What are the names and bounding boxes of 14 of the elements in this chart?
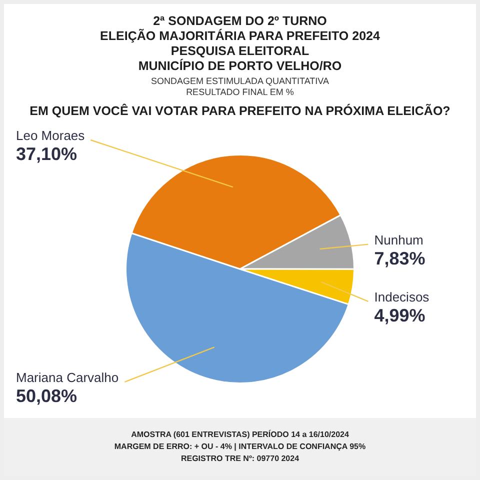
- data-label: 4,99%: [374, 305, 426, 326]
- chart-subtitle: SONDAGEM ESTIMULADA QUANTITATIVA RESULTADO FINAL EM %: [150, 76, 330, 98]
- chart-title: 2ª SONDAGEM DO 2º TURNO ELEIÇÃO MAJORITÁRIA PARA PREFEITO 2024 PESQUISA ELEITORAL MUNICÍPIO DE PORTO VELHO/RO: [99, 14, 381, 74]
- data-label: 50,08%: [16, 386, 78, 406]
- slice-label: Mariana Carvalho: [16, 370, 119, 386]
- data-label: 7,83%: [374, 248, 426, 268]
- slice-label: Indecisos: [374, 289, 430, 304]
- text: EM QUEM VOCÊ VAI VOTAR PARA PREFEITO NA PRÓXIMA ELEICÃO?: [28, 104, 452, 119]
- slice-label: Nunhum: [374, 232, 424, 248]
- text: MARGEM DE ERRO: + OU - 4% | INTERVALO DE CONFIANÇA 95%: [114, 441, 366, 453]
- text: AMOSTRA (601 ENTREVISTAS) PERÍODO 14 a 16/10/2024: [131, 429, 349, 441]
- text: REGISTRO TRE Nº: 09770 2024: [180, 453, 300, 465]
- data-label: 37,10%: [16, 144, 78, 164]
- slice-label: Leo Moraes: [16, 128, 86, 144]
